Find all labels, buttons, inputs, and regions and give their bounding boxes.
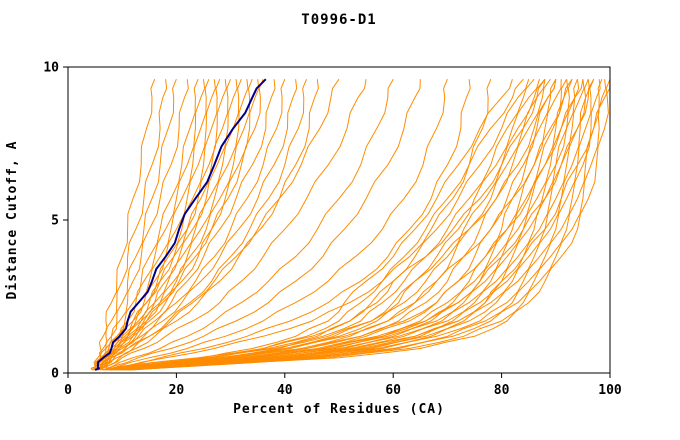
- model-curve: [97, 78, 340, 371]
- x-tick-label: 40: [277, 383, 293, 398]
- model-curve: [101, 79, 319, 371]
- model-curves-layer: [90, 78, 610, 371]
- model-curve: [127, 79, 603, 371]
- model-curve: [103, 78, 394, 371]
- chart-title: T0996-D1: [301, 12, 376, 28]
- model-curve: [100, 78, 546, 371]
- y-tick-label: 5: [51, 214, 59, 229]
- model-curve: [132, 79, 607, 371]
- x-axis-label: Percent of Residues (CA): [233, 402, 445, 417]
- model-curve: [103, 79, 557, 371]
- x-tick-label: 80: [494, 383, 510, 398]
- y-tick-label: 0: [51, 367, 59, 382]
- model-curve: [94, 79, 221, 371]
- model-curve: [111, 78, 595, 371]
- model-curve: [93, 79, 206, 371]
- y-tick-label: 10: [43, 61, 59, 76]
- model-curve: [94, 79, 253, 371]
- highlighted-model-curve: [94, 78, 267, 371]
- model-curve: [105, 79, 421, 370]
- model-curve: [108, 79, 471, 371]
- model-curve: [90, 79, 168, 371]
- x-tick-label: 60: [385, 383, 401, 398]
- model-curve: [119, 79, 569, 371]
- model-curve: [96, 79, 260, 371]
- model-curve: [90, 79, 189, 371]
- model-curve: [105, 78, 573, 371]
- model-curve: [105, 79, 448, 371]
- axis-ticks-layer: 0 20 40 60 80 100 0 5 10: [43, 61, 622, 399]
- model-curve: [92, 79, 210, 371]
- model-curve: [130, 79, 610, 371]
- x-tick-label: 100: [598, 383, 622, 398]
- model-curve: [98, 79, 276, 371]
- model-curve: [100, 79, 367, 370]
- model-curve: [127, 79, 590, 371]
- model-curve: [108, 78, 551, 371]
- y-axis-label: Distance Cutoff, A: [5, 141, 20, 300]
- model-curve: [108, 79, 584, 371]
- x-tick-label: 0: [64, 383, 72, 398]
- model-curve: [98, 79, 298, 371]
- model-curve: [116, 79, 610, 371]
- model-curve: [111, 78, 557, 371]
- x-tick-label: 20: [169, 383, 185, 398]
